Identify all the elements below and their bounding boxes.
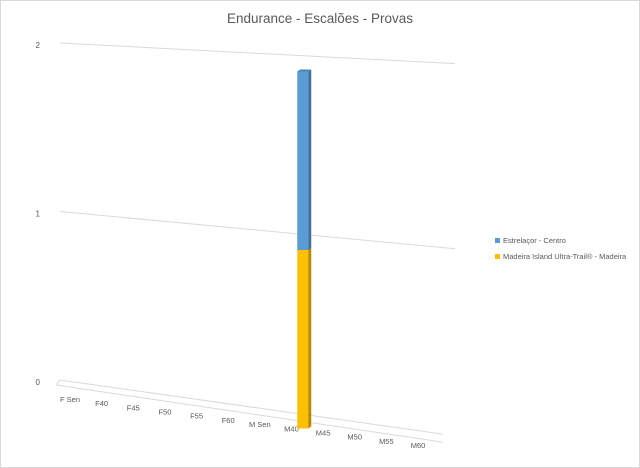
- bar-side-estrela-or-centro-7: [308, 69, 312, 250]
- x-tick-label-m50: M50: [347, 433, 362, 442]
- legend-item-miut: Madeira Island Ultra-Trail® - Madeira: [495, 248, 626, 264]
- legend: Estrelaçor - Centro Madeira Island Ultra…: [495, 232, 626, 264]
- x-tick-label-f40: F40: [95, 399, 108, 408]
- x-tick-label-f-sen: F Sen: [60, 395, 80, 404]
- legend-label-miut: Madeira Island Ultra-Trail® - Madeira: [503, 251, 627, 261]
- y-tick-label-1: 1: [36, 210, 41, 219]
- bar-side-madeira-island-ultra-trail-madeira-7: [308, 248, 312, 429]
- legend-swatch-miut: [495, 253, 500, 259]
- bar-top-estrela-or-centro-7: [297, 69, 312, 72]
- legend-item-estrelacor: Estrelaçor - Centro: [495, 232, 626, 248]
- floor-front-edge: [55, 384, 443, 443]
- bar-madeira-island-ultra-trail-madeira-7: [297, 250, 309, 429]
- x-tick-label-m-sen: M Sen: [249, 420, 271, 429]
- chart-title: Endurance - Escalões - Provas: [226, 11, 414, 26]
- x-tick-label-f45: F45: [127, 403, 140, 412]
- x-tick-label-m55: M55: [379, 437, 394, 446]
- x-tick-label-f50: F50: [158, 408, 171, 417]
- x-tick-label-m45: M45: [316, 428, 331, 437]
- gridline-2: [59, 42, 456, 65]
- y-tick-label-0: 0: [36, 378, 41, 387]
- gridline-1: [59, 211, 456, 250]
- x-tick-label-f60: F60: [222, 416, 235, 425]
- legend-swatch-estrelacor: [495, 237, 500, 243]
- bar-estrela-or-centro-7: [297, 71, 309, 250]
- floor-left-edge: [55, 379, 61, 386]
- floor-back-edge: [59, 379, 443, 435]
- legend-label-estrelacor: Estrelaçor - Centro: [503, 235, 566, 245]
- x-tick-label-m40: M40: [284, 424, 299, 433]
- x-tick-label-f55: F55: [190, 412, 203, 421]
- x-tick-label-m60: M60: [411, 441, 426, 450]
- y-tick-label-2: 2: [36, 41, 41, 50]
